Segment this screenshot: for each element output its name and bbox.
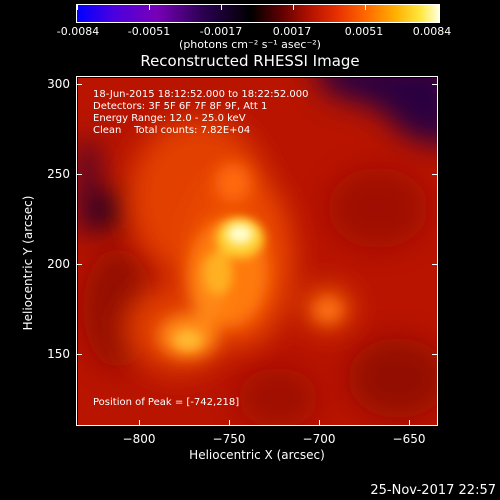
y-tick <box>432 84 438 85</box>
y-tick-label: 250 <box>47 167 70 181</box>
y-tick <box>76 354 82 355</box>
colorbar-tick-label: -0.0017 <box>199 25 243 38</box>
x-tick <box>229 420 230 426</box>
peak-position-text: Position of Peak = [-742,218] <box>93 397 240 408</box>
y-tick <box>76 264 82 265</box>
clean-counts-text: Clean Total counts: 7.82E+04 <box>93 125 251 136</box>
colorbar-tick <box>293 5 294 10</box>
plot-frame: 18-Jun-2015 18:12:52.000 to 18:22:52.000… <box>76 76 438 426</box>
colorbar-tick-label: -0.0051 <box>127 25 171 38</box>
y-tick-label: 150 <box>47 347 70 361</box>
x-tick-label: −650 <box>392 432 426 446</box>
x-tick-label: −800 <box>122 432 156 446</box>
colorbar-tick-label: -0.0084 <box>56 25 100 38</box>
colorbar-tick <box>365 5 366 10</box>
energy-range-text: Energy Range: 12.0 - 25.0 keV <box>93 113 246 124</box>
y-tick-label: 300 <box>47 77 70 91</box>
x-tick <box>319 420 320 426</box>
colorbar-tick-label: 0.0051 <box>344 25 384 38</box>
y-axis-label: Heliocentric Y (arcsec) <box>21 195 35 331</box>
footer-date: 25-Nov-2017 22:57 <box>370 483 496 498</box>
colorbar-tick <box>437 5 438 10</box>
x-tick <box>139 420 140 426</box>
colorbar <box>76 4 440 23</box>
colorbar-tick-label: 0.0017 <box>272 25 312 38</box>
colorbar-units: (photons cm⁻² s⁻¹ asec⁻²) <box>179 38 321 51</box>
colorbar-tick <box>77 5 78 10</box>
x-axis-label: Heliocentric X (arcsec) <box>189 448 325 462</box>
x-tick <box>409 420 410 426</box>
y-tick <box>76 174 82 175</box>
y-tick <box>432 174 438 175</box>
flare-peak <box>227 224 253 244</box>
x-tick-label: −750 <box>212 432 246 446</box>
x-tick-label: −700 <box>302 432 336 446</box>
rhessi-image <box>78 78 437 425</box>
y-tick <box>432 264 438 265</box>
plot-title: Reconstructed RHESSI Image <box>140 52 360 70</box>
detectors-text: Detectors: 3F 5F 6F 7F 8F 9F, Att 1 <box>93 101 268 112</box>
y-tick-label: 200 <box>47 257 70 271</box>
time-range-text: 18-Jun-2015 18:12:52.000 to 18:22:52.000 <box>93 89 309 100</box>
y-tick <box>76 84 82 85</box>
colorbar-tick <box>149 5 150 10</box>
y-tick <box>432 354 438 355</box>
colorbar-tick <box>221 5 222 10</box>
colorbar-tick-label: 0.0084 <box>412 25 452 38</box>
